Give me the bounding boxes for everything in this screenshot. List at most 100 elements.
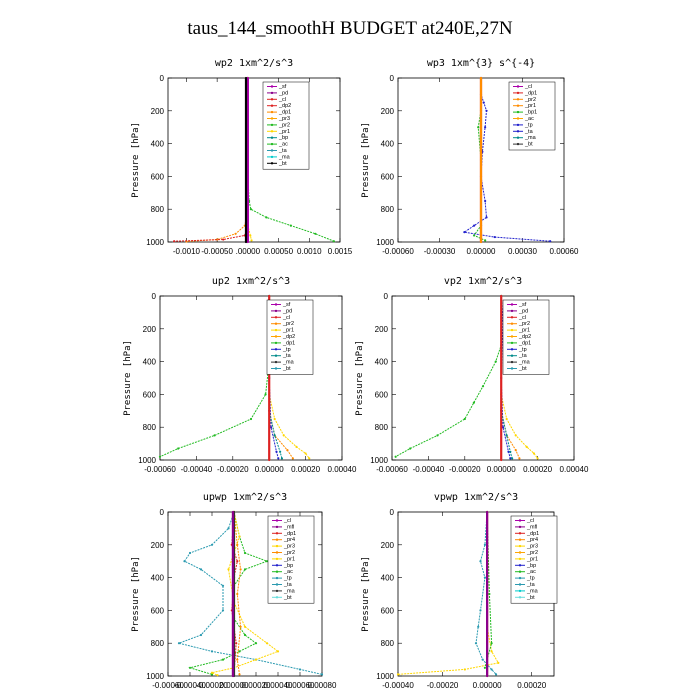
data-point xyxy=(497,661,500,664)
data-point xyxy=(249,234,252,237)
y-axis-label: Pressure [hPa] xyxy=(123,340,133,416)
y-tick-label: 600 xyxy=(143,390,157,399)
data-point xyxy=(243,633,247,637)
legend-label: _dp1 xyxy=(282,340,295,346)
legend-label: _bt xyxy=(282,366,291,372)
data-point xyxy=(494,360,497,363)
data-point xyxy=(481,658,484,661)
legend-label: _ta xyxy=(278,148,288,154)
data-point xyxy=(304,452,307,455)
x-tick-label: 0.00020 xyxy=(523,465,552,474)
legend-marker xyxy=(510,341,514,345)
legend-box xyxy=(262,81,310,170)
legend-marker xyxy=(518,532,522,535)
legend-label: _tp xyxy=(283,576,292,582)
legend-label: _bp1 xyxy=(524,110,537,116)
legend-label: _cl xyxy=(283,518,291,524)
x-tick-label: -0.00040 xyxy=(413,465,445,474)
y-tick-label: 400 xyxy=(151,574,165,583)
legend-marker xyxy=(510,316,514,319)
data-point xyxy=(231,674,234,678)
data-point xyxy=(249,208,253,211)
data-point xyxy=(273,417,276,421)
legend-marker xyxy=(518,576,522,580)
plot-frame xyxy=(167,77,341,243)
y-axis-label: Pressure [hPa] xyxy=(355,340,365,416)
y-tick-label: 200 xyxy=(381,107,395,116)
data-point xyxy=(436,434,439,437)
data-point xyxy=(514,449,517,452)
x-tick-label: 0.0015 xyxy=(328,247,353,256)
legend-label: _pr4 xyxy=(283,537,295,543)
legend-label: _cl xyxy=(524,84,532,90)
y-tick-label: 400 xyxy=(151,140,165,149)
x-tick-label: 0.00020 xyxy=(517,681,546,690)
y-tick-label: 600 xyxy=(381,606,395,615)
data-point xyxy=(275,450,278,453)
data-point xyxy=(234,232,237,235)
legend-label: _pr2 xyxy=(518,321,530,327)
x-tick-label: -0.00060 xyxy=(152,681,184,690)
figure-title: taus_144_smoothH BUDGET at240E,27N xyxy=(187,18,513,39)
y-tick-label: 0 xyxy=(390,508,395,517)
x-tick-label: 0.00040 xyxy=(560,465,589,474)
x-tick-label: 0.00000 xyxy=(473,681,502,690)
chart-panel-4: vp2 1xm^2/s^3 Pressure [hPa] 0 200 400 600 800… xyxy=(355,276,589,474)
legend-label: _ta xyxy=(283,582,293,588)
chart-panel-2: wp3 1xm^{3} s^{-4} Pressure [hPa] 0 200 400 6… xyxy=(361,58,579,256)
data-point xyxy=(477,625,480,628)
data-point xyxy=(246,240,249,244)
data-point xyxy=(236,543,239,546)
x-tick-label: 0.00030 xyxy=(508,247,537,256)
data-point xyxy=(505,434,508,437)
legend-label: _pr2 xyxy=(526,550,538,556)
legend-marker xyxy=(510,348,514,351)
x-tick-label: 0.00080 xyxy=(308,681,337,690)
legend-label: _pr2 xyxy=(524,97,536,103)
y-axis-label: Pressure [hPa] xyxy=(361,122,371,198)
legend-marker xyxy=(518,596,522,599)
data-point xyxy=(536,457,539,460)
legend-marker xyxy=(510,354,514,357)
legend-marker xyxy=(274,328,278,332)
legend-marker xyxy=(275,564,279,567)
legend-box xyxy=(267,515,315,604)
data-point xyxy=(509,457,512,460)
data-point xyxy=(210,671,214,674)
x-tick-label: 0.00040 xyxy=(328,465,357,474)
legend-label: _bp xyxy=(283,563,293,569)
legend-label: _cl xyxy=(282,315,290,321)
data-point xyxy=(507,450,510,453)
y-tick-label: 800 xyxy=(381,639,395,648)
legend: _cl_dp1_pr2_pr1_bp1_ac_tp_ta_ma_bt xyxy=(508,81,556,151)
legend-label: _dp1 xyxy=(278,110,291,116)
legend-label: _ta xyxy=(524,129,534,135)
data-point xyxy=(472,401,475,404)
data-point xyxy=(298,668,302,671)
legend-label: _bp xyxy=(278,135,288,141)
x-tick-label: 0.00000 xyxy=(467,247,496,256)
data-point xyxy=(490,668,493,671)
y-tick-label: 0 xyxy=(384,292,389,301)
x-tick-label: -0.00060 xyxy=(144,465,176,474)
data-point xyxy=(235,642,238,645)
data-point xyxy=(250,239,253,242)
legend-label: _bt xyxy=(524,142,533,148)
data-point xyxy=(236,592,239,596)
data-point xyxy=(221,658,225,661)
legend-label: _tp xyxy=(282,347,291,353)
data-point xyxy=(236,658,239,661)
data-point xyxy=(158,455,162,458)
y-tick-label: 1000 xyxy=(370,456,388,465)
data-point xyxy=(291,457,294,460)
y-tick-label: 0 xyxy=(160,74,165,83)
data-point xyxy=(474,642,478,645)
legend-marker xyxy=(516,98,520,101)
data-point xyxy=(481,385,485,388)
legend-marker xyxy=(275,525,279,529)
legend-marker xyxy=(275,519,279,522)
legend-marker xyxy=(270,149,274,152)
y-tick-label: 0 xyxy=(160,508,165,517)
data-point xyxy=(488,592,491,596)
y-tick-label: 0 xyxy=(390,74,395,83)
